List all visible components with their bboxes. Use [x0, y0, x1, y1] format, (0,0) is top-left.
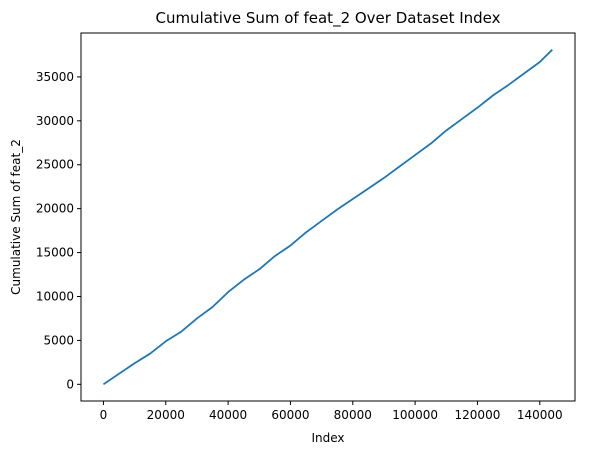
y-tick-label: 20000 — [36, 202, 74, 216]
x-tick-label: 20000 — [147, 408, 185, 422]
y-tick-label: 35000 — [36, 70, 74, 84]
y-axis: 0 5000 10000 15000 20000 25000 30000 35000 — [36, 70, 81, 391]
x-tick-label: 0 — [100, 408, 108, 422]
x-tick-label: 140000 — [517, 408, 563, 422]
x-tick-label: 60000 — [271, 408, 309, 422]
x-tick-label: 120000 — [455, 408, 501, 422]
x-tick-label: 100000 — [392, 408, 438, 422]
series-line-0 — [102, 49, 553, 386]
y-tick-label: 10000 — [36, 289, 74, 303]
y-tick-label: 30000 — [36, 114, 74, 128]
y-tick-label: 5000 — [43, 333, 74, 347]
series-layer — [102, 49, 553, 386]
y-tick-label: 15000 — [36, 246, 74, 260]
y-axis-label: Cumulative Sum of feat_2 — [9, 139, 23, 295]
x-tick-label: 40000 — [209, 408, 247, 422]
x-axis: 0 20000 40000 60000 80000 100000 120000 140000 — [100, 401, 563, 422]
y-tick-label: 25000 — [36, 158, 74, 172]
x-axis-label: Index — [311, 431, 344, 445]
y-tick-label: 0 — [66, 377, 74, 391]
plot-area-frame — [80, 32, 576, 402]
x-tick-label: 80000 — [334, 408, 372, 422]
chart-title: Cumulative Sum of feat_2 Over Dataset In… — [155, 9, 500, 28]
